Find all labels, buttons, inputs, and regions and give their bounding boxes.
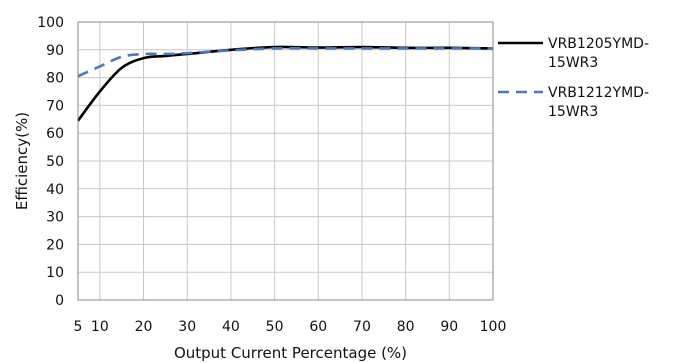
y-tick-label: 20 <box>46 237 64 253</box>
y-tick-label: 30 <box>46 210 64 226</box>
y-tick-label: 50 <box>46 154 64 170</box>
y-tick-label: 10 <box>46 265 64 281</box>
x-tick-label: 5 <box>74 319 83 335</box>
y-tick-label: 80 <box>46 71 64 87</box>
x-tick-label: 90 <box>440 319 458 335</box>
x-tick-label: 30 <box>178 319 196 335</box>
y-axis-ticks: 0 10 20 30 40 50 60 70 80 90 100 <box>37 15 64 309</box>
plot-frame <box>77 21 494 301</box>
x-tick-label: 10 <box>91 319 109 335</box>
y-tick-label: 70 <box>46 98 64 114</box>
legend: VRB1205YMD- 15WR3 VRB1212YMD- 15WR3 <box>498 36 649 120</box>
y-axis-label: Efficiency(%) <box>13 112 31 210</box>
x-axis-ticks: 5 10 20 30 40 50 60 70 80 90 100 <box>74 319 507 335</box>
legend-label-1: VRB1205YMD- <box>548 36 649 52</box>
x-tick-label: 40 <box>222 319 240 335</box>
legend-label-1: 15WR3 <box>548 55 598 71</box>
x-axis-label: Output Current Percentage (%) <box>174 344 407 362</box>
y-tick-label: 90 <box>46 43 64 59</box>
legend-label-2: 15WR3 <box>548 104 598 120</box>
y-tick-label: 100 <box>37 15 64 31</box>
y-tick-label: 0 <box>55 293 64 309</box>
series-line-2 <box>77 46 493 78</box>
x-tick-label: 50 <box>266 319 284 335</box>
y-tick-label: 60 <box>46 126 64 142</box>
x-tick-label: 70 <box>353 319 371 335</box>
x-tick-label: 80 <box>397 319 415 335</box>
legend-label-2: VRB1212YMD- <box>548 85 649 101</box>
series-lines <box>76 45 494 122</box>
grid <box>77 21 494 301</box>
series-line-1 <box>76 45 494 122</box>
y-tick-label: 40 <box>46 182 64 198</box>
x-tick-label: 20 <box>135 319 153 335</box>
x-tick-label: 100 <box>480 319 507 335</box>
x-tick-label: 60 <box>309 319 327 335</box>
